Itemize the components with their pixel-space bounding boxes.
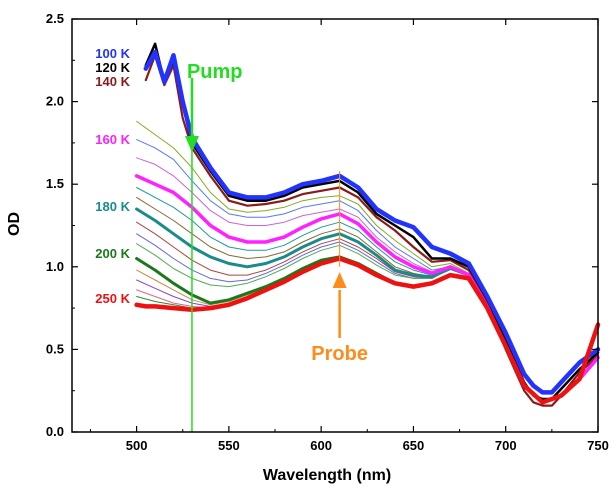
x-tick-label-5: 750 (587, 438, 609, 453)
series-line-2 (144, 54, 600, 407)
temp-label-180k: 180 K (95, 199, 130, 214)
x-tick-label-4: 700 (495, 438, 517, 453)
probe-label: Probe (311, 343, 368, 365)
temp-label-100k: 100 K (95, 46, 130, 61)
probe-arrow-head (332, 272, 347, 288)
series-line-6 (134, 174, 600, 405)
x-tick-label-3: 650 (403, 438, 425, 453)
series-line-5 (136, 157, 599, 403)
series-line-18 (134, 256, 601, 405)
y-tick-label-5: 2.5 (46, 11, 64, 26)
temp-label-200k: 200 K (95, 246, 130, 261)
temp-label-160k: 160 K (95, 132, 130, 147)
y-tick-label-2: 1.0 (46, 259, 64, 274)
x-tick-label-0: 500 (126, 438, 148, 453)
y-tick-label-0: 0.0 (46, 424, 64, 439)
series-layer (134, 42, 601, 407)
y-tick-label-4: 2.0 (46, 94, 64, 109)
axis-layer: 500 550 600 650 700 750 0.0 0.5 1.0 1.5 2.0 2.5 (46, 11, 609, 453)
temp-label-120k: 120 K (95, 60, 130, 75)
y-tick-label-1: 0.5 (46, 341, 64, 356)
temp-label-140k: 140 K (95, 74, 130, 89)
x-tick-label-2: 600 (310, 438, 332, 453)
y-axis-title: OD (6, 212, 23, 236)
pump-label: Pump (187, 61, 243, 83)
pump-arrow-head (184, 136, 199, 152)
annotation-layer: Pump Probe (184, 61, 368, 432)
x-axis-title: Wavelength (nm) (263, 467, 391, 484)
series-line-1 (144, 42, 600, 401)
x-tick-label-1: 550 (218, 438, 240, 453)
temp-label-250k: 250 K (95, 291, 130, 306)
series-line-0 (143, 49, 601, 395)
y-tick-label-3: 1.5 (46, 176, 64, 191)
